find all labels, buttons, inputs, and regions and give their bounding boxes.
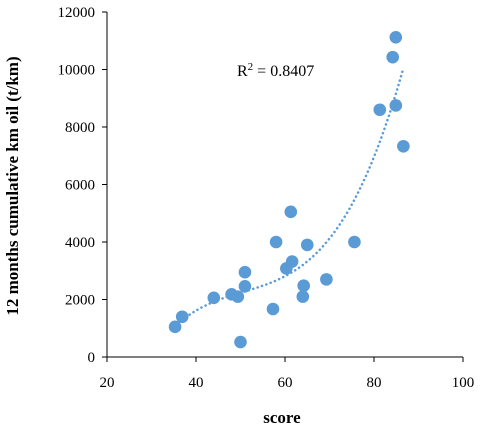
data-point bbox=[234, 335, 247, 349]
points-group bbox=[168, 31, 410, 349]
data-point bbox=[238, 279, 252, 293]
y-tick-label: 10000 bbox=[58, 63, 96, 79]
trendline-group bbox=[173, 66, 405, 328]
y-tick-label: 6000 bbox=[65, 178, 95, 194]
x-tick-label: 80 bbox=[367, 375, 382, 391]
x-tick-label: 40 bbox=[189, 375, 204, 391]
x-tick-label: 60 bbox=[278, 375, 293, 391]
data-point bbox=[238, 265, 252, 279]
data-point bbox=[389, 31, 403, 44]
x-tick-label: 20 bbox=[100, 375, 115, 391]
data-point bbox=[320, 273, 333, 286]
y-tick-label: 12000 bbox=[58, 5, 96, 21]
data-point bbox=[284, 205, 298, 219]
data-point bbox=[348, 235, 361, 249]
data-point bbox=[300, 238, 314, 252]
data-point bbox=[168, 320, 182, 334]
y-axis-title: 12 months cumulative km oil (t/km) bbox=[3, 56, 22, 315]
data-point bbox=[296, 290, 310, 303]
r-squared-annotation: R2 = 0.8407 bbox=[237, 61, 314, 80]
data-point bbox=[269, 235, 283, 249]
y-tick-label: 0 bbox=[88, 350, 96, 366]
data-point bbox=[175, 310, 189, 324]
x-tick-label: 100 bbox=[452, 375, 475, 391]
y-tick-label: 4000 bbox=[65, 235, 95, 251]
x-axis-title: score bbox=[263, 408, 301, 427]
y-tick-label: 2000 bbox=[65, 293, 95, 309]
data-point bbox=[397, 139, 410, 153]
data-point bbox=[386, 50, 399, 64]
y-tick-label: 8000 bbox=[65, 120, 95, 136]
trendline bbox=[173, 66, 405, 328]
data-point bbox=[285, 255, 299, 268]
data-point bbox=[266, 302, 280, 316]
data-point bbox=[373, 103, 387, 117]
axes: 20 40 60 80 100 0 2000 4000 6000 8000 10000 12000 bbox=[58, 5, 475, 391]
data-point bbox=[207, 291, 221, 305]
data-point bbox=[297, 279, 310, 293]
data-point bbox=[231, 290, 245, 303]
data-point bbox=[389, 99, 403, 112]
